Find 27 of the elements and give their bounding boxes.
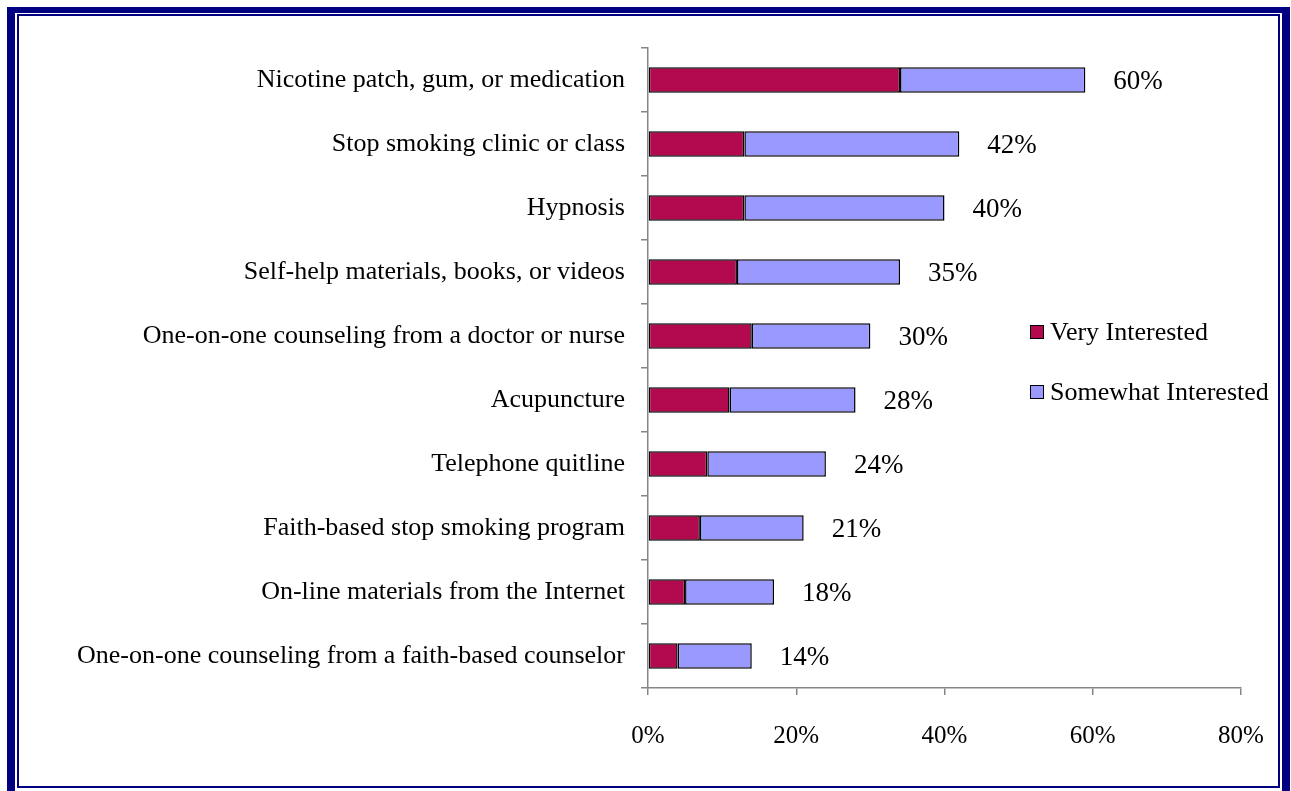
total-label: 40% [972, 193, 1022, 224]
legend-label: Very Interested [1050, 317, 1209, 347]
y-tick-label: Hypnosis [526, 191, 625, 221]
y-tick-label: Nicotine patch, gum, or medication [256, 63, 625, 93]
x-tick-label: 40% [921, 720, 968, 748]
total-label: 21% [831, 513, 882, 544]
x-tick-label: 0% [631, 720, 665, 748]
total-label: 60% [1113, 65, 1163, 96]
total-label: 42% [987, 129, 1037, 160]
y-tick-label: On-line materials from the Internet [261, 575, 626, 605]
total-label: 35% [928, 257, 978, 288]
total-label: 24% [853, 449, 904, 480]
total-label: 18% [802, 577, 852, 608]
y-tick-label: One-on-one counseling from a faith-based counselor [77, 639, 626, 669]
total-label: 28% [883, 385, 934, 416]
y-tick-label: Faith-based stop smoking program [263, 511, 625, 541]
x-tick-label: 80% [1218, 720, 1264, 748]
total-label: 14% [779, 641, 830, 672]
y-tick-label: Acupuncture [490, 383, 625, 413]
total-label: 30% [898, 321, 948, 352]
y-tick-label: One-on-one counseling from a doctor or nurse [142, 319, 625, 349]
y-tick-label: Stop smoking clinic or class [331, 127, 625, 157]
y-tick-label: Self-help materials, books, or videos [243, 255, 625, 285]
y-tick-label: Telephone quitline [431, 447, 625, 477]
legend-label: Somewhat Interested [1050, 377, 1269, 407]
x-tick-label: 20% [773, 720, 820, 748]
x-tick-label: 60% [1069, 720, 1116, 748]
